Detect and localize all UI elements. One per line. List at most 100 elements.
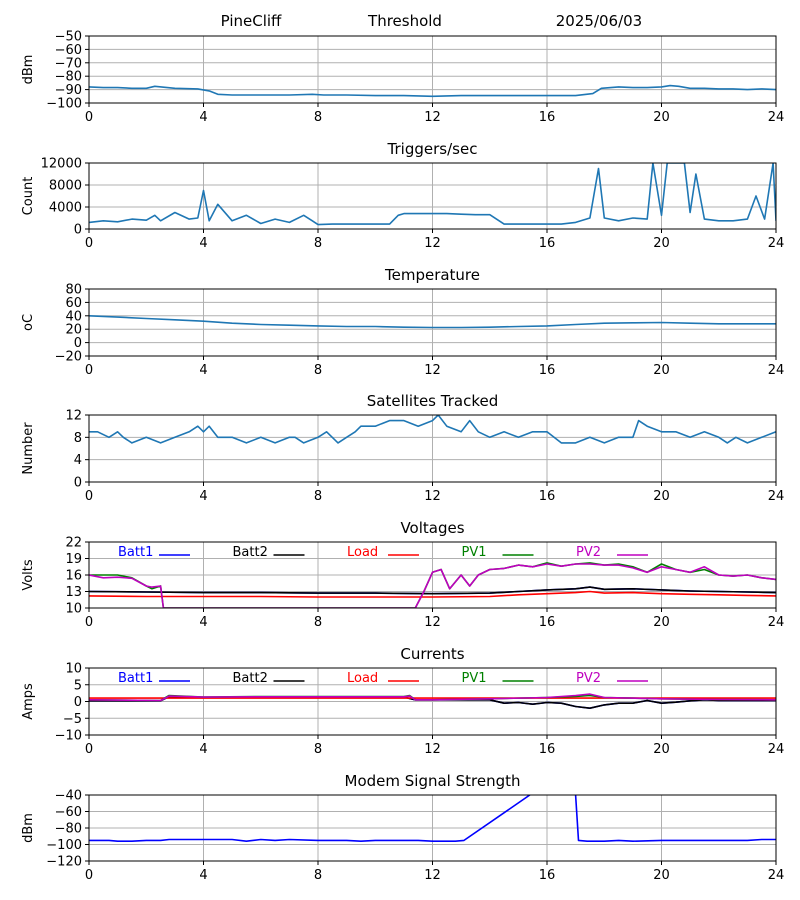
y-tick-label-1: 4 bbox=[74, 453, 82, 468]
x-tick-label-0: 0 bbox=[85, 110, 93, 125]
x-tick-label-4: 16 bbox=[539, 615, 556, 630]
y-tick-label-3: 19 bbox=[65, 552, 82, 567]
y-tick-label-0: −20 bbox=[55, 350, 82, 365]
legend-label-load: Load bbox=[347, 545, 378, 560]
y-tick-label-3: 12 bbox=[65, 409, 82, 424]
x-tick-label-5: 20 bbox=[653, 742, 670, 757]
legend-label-pv1: PV1 bbox=[462, 671, 487, 686]
panel-0: 0 4 8 12 16 20 24 −100−90−80−70−60−50 dBm bbox=[21, 30, 784, 126]
series-line-batt2 bbox=[89, 586, 776, 595]
x-tick-label-1: 4 bbox=[199, 868, 207, 883]
y-tick-label-1: 0 bbox=[74, 336, 82, 351]
x-tick-label-3: 12 bbox=[424, 615, 441, 630]
y-tick-label-3: −60 bbox=[55, 805, 82, 820]
y-tick-label-2: 20 bbox=[65, 323, 82, 338]
x-tick-label-4: 16 bbox=[539, 236, 556, 251]
y-tick-label-4: 60 bbox=[65, 296, 82, 311]
y-tick-label-3: 5 bbox=[74, 678, 82, 693]
x-tick-label-2: 8 bbox=[314, 110, 322, 125]
x-tick-label-1: 4 bbox=[199, 110, 207, 125]
y-tick-label-0: 10 bbox=[65, 602, 82, 617]
legend-label-batt2: Batt2 bbox=[233, 671, 268, 686]
y-axis-label: dBm bbox=[21, 55, 36, 85]
y-axis-label: Number bbox=[21, 422, 36, 475]
x-tick-label-3: 12 bbox=[424, 742, 441, 757]
x-tick-label-1: 4 bbox=[199, 489, 207, 504]
x-tick-label-3: 12 bbox=[424, 489, 441, 504]
x-tick-label-5: 20 bbox=[653, 363, 670, 378]
y-tick-label-1: 4000 bbox=[49, 201, 82, 216]
legend-label-pv1: PV1 bbox=[462, 545, 487, 560]
y-tick-label-5: −50 bbox=[55, 30, 82, 45]
series-line-0 bbox=[89, 315, 776, 329]
y-tick-label-4: 10 bbox=[65, 662, 82, 677]
y-tick-label-1: −5 bbox=[63, 712, 82, 727]
x-tick-label-3: 12 bbox=[424, 868, 441, 883]
x-tick-label-1: 4 bbox=[199, 615, 207, 630]
x-tick-label-4: 16 bbox=[539, 489, 556, 504]
y-axis-label: Count bbox=[21, 177, 36, 216]
x-tick-label-3: 12 bbox=[424, 236, 441, 251]
y-tick-label-0: −120 bbox=[46, 855, 82, 870]
x-tick-label-4: 16 bbox=[539, 363, 556, 378]
y-tick-label-1: 13 bbox=[65, 585, 82, 600]
legend-label-batt1: Batt1 bbox=[118, 545, 153, 560]
panel-3: 0 4 8 12 16 20 24 0 4 8 12 Satellites Tracked Number bbox=[21, 392, 784, 504]
y-axis-label: Volts bbox=[21, 559, 36, 591]
x-tick-label-5: 20 bbox=[653, 489, 670, 504]
panel-title: Modem Signal Strength bbox=[345, 772, 521, 790]
x-tick-label-1: 4 bbox=[199, 236, 207, 251]
panel-1: 0 4 8 12 16 20 24 0 4000 8000 12000 Triggers/sec Cou… bbox=[21, 140, 784, 251]
x-tick-label-1: 4 bbox=[199, 742, 207, 757]
x-tick-label-4: 16 bbox=[539, 868, 556, 883]
panel-title: Triggers/sec bbox=[387, 140, 478, 158]
x-tick-label-2: 8 bbox=[314, 236, 322, 251]
x-tick-label-6: 24 bbox=[768, 236, 785, 251]
y-tick-label-2: 8000 bbox=[49, 179, 82, 194]
x-tick-label-2: 8 bbox=[314, 742, 322, 757]
y-tick-label-0: −100 bbox=[46, 97, 82, 112]
y-tick-label-2: −80 bbox=[55, 70, 82, 85]
x-tick-label-0: 0 bbox=[85, 236, 93, 251]
x-tick-label-0: 0 bbox=[85, 489, 93, 504]
x-tick-label-3: 12 bbox=[424, 363, 441, 378]
y-tick-label-4: 22 bbox=[65, 536, 82, 551]
x-tick-label-0: 0 bbox=[85, 742, 93, 757]
series-line-0 bbox=[89, 795, 776, 843]
x-tick-label-1: 4 bbox=[199, 363, 207, 378]
x-tick-label-5: 20 bbox=[653, 236, 670, 251]
x-tick-label-0: 0 bbox=[85, 615, 93, 630]
panel-title: Satellites Tracked bbox=[367, 392, 498, 410]
x-tick-label-0: 0 bbox=[85, 363, 93, 378]
panel-title: Voltages bbox=[400, 519, 464, 537]
y-axis-label: dBm bbox=[21, 813, 36, 843]
x-tick-label-5: 20 bbox=[653, 110, 670, 125]
y-tick-label-0: 0 bbox=[74, 223, 82, 238]
legend-label-pv2: PV2 bbox=[576, 545, 601, 560]
series-line-pv2 bbox=[89, 563, 776, 608]
y-tick-label-3: 40 bbox=[65, 309, 82, 324]
y-tick-label-0: 0 bbox=[74, 476, 82, 491]
y-axis-label: oC bbox=[21, 314, 36, 331]
series-line-load bbox=[89, 590, 776, 598]
y-tick-label-2: 8 bbox=[74, 431, 82, 446]
x-tick-label-2: 8 bbox=[314, 363, 322, 378]
y-tick-label-3: 12000 bbox=[41, 157, 82, 172]
series-line-0 bbox=[89, 415, 776, 444]
x-tick-label-6: 24 bbox=[768, 868, 785, 883]
panel-title: Currents bbox=[400, 645, 464, 663]
y-tick-label-1: −90 bbox=[55, 83, 82, 98]
series-line-pv2 bbox=[89, 693, 776, 702]
legend-label-batt1: Batt1 bbox=[118, 671, 153, 686]
x-tick-label-6: 24 bbox=[768, 363, 785, 378]
header-station: PineCliff bbox=[221, 12, 282, 30]
x-tick-label-6: 24 bbox=[768, 615, 785, 630]
x-tick-label-5: 20 bbox=[653, 615, 670, 630]
legend-label-pv2: PV2 bbox=[576, 671, 601, 686]
y-tick-label-4: −60 bbox=[55, 43, 82, 58]
x-tick-label-2: 8 bbox=[314, 615, 322, 630]
y-tick-label-5: 80 bbox=[65, 283, 82, 298]
